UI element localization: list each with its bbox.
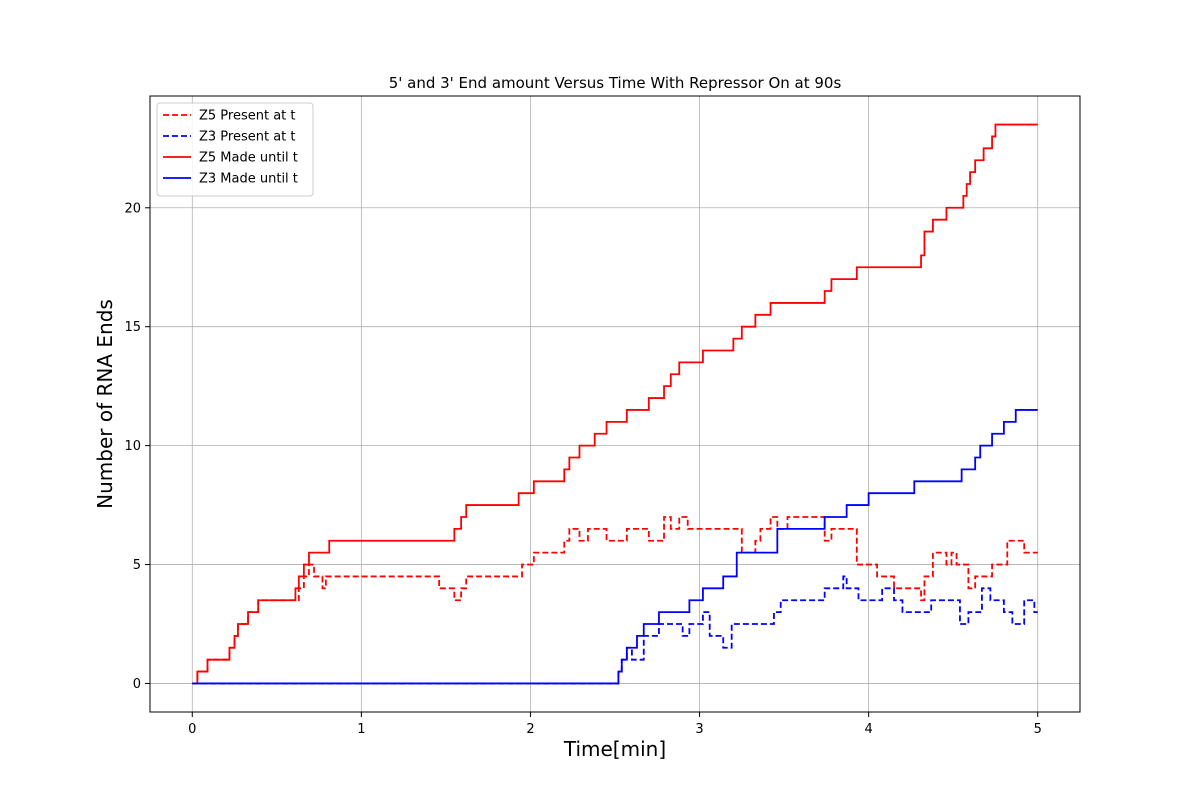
y-tick-label: 15 [124,320,141,335]
series-line-z5-made-until-t [192,123,1038,685]
x-tick-label: 4 [864,722,872,737]
legend-label: Z3 Made until t [199,172,298,187]
plot-frame [149,95,1081,713]
legend-label: Z5 Made until t [199,151,298,166]
legend-label: Z3 Present at t [199,130,296,145]
y-axis-label: Number of RNA Ends [93,299,117,509]
x-tick-label: 0 [188,722,196,737]
y-tick-label: 0 [133,677,141,692]
x-tick-label: 3 [695,722,703,737]
y-tick-label: 5 [133,558,141,573]
series-line-z3-present-at-t [192,575,1038,685]
legend-box [156,102,314,197]
x-axis-label: Time[min] [563,737,666,761]
legend-label: Z5 Present at t [199,109,296,124]
series-line-z5-present-at-t [192,516,1038,685]
series-lines [192,123,1038,685]
x-tick-label: 5 [1034,722,1042,737]
series-line-z3-made-until-t [192,409,1038,685]
x-tick-label: 2 [526,722,534,737]
y-tick-label: 10 [124,439,141,454]
chart-title: 5' and 3' End amount Versus Time With Re… [389,74,842,92]
x-tick-label: 1 [357,722,365,737]
y-tick-label: 20 [124,201,141,216]
legend: Z5 Present at t Z3 Present at t Z5 Made un… [156,102,314,197]
axis-ticks: 0 1 2 3 4 5 0 5 10 15 20 [124,201,1041,737]
